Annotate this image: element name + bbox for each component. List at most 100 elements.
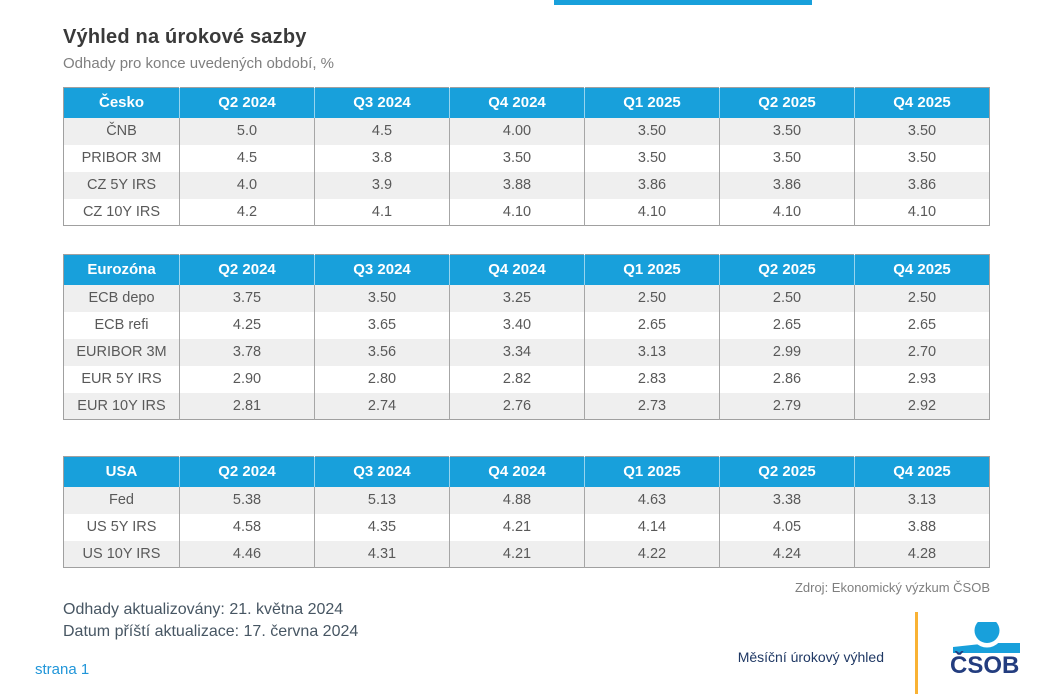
row-label: CZ 10Y IRS (82, 203, 161, 220)
rate-value: 3.86 (584, 171, 720, 199)
rate-value: 3.9 (314, 171, 450, 199)
rate-value: 3.50 (719, 117, 855, 145)
update-info: Odhady aktualizovány: 21. května 2024 Da… (63, 599, 358, 643)
rate-value: 2.70 (854, 338, 990, 366)
rate-value: 2.86 (719, 365, 855, 393)
rate-value: 2.76 (449, 392, 585, 420)
column-header: Q4 2025 (854, 456, 990, 487)
rate-value: 2.93 (854, 365, 990, 393)
rate-value: 2.81 (179, 392, 315, 420)
column-header: Q4 2024 (449, 87, 585, 118)
rate-value: 3.40 (449, 311, 585, 339)
column-header: Q4 2024 (449, 254, 585, 285)
row-label: EUR 5Y IRS (81, 371, 162, 387)
row-label: US 5Y IRS (86, 519, 157, 535)
column-header: Q4 2025 (854, 87, 990, 118)
page-title: Výhled na úrokové sazby (63, 26, 307, 48)
rate-value: 3.38 (719, 486, 855, 514)
rate-value: 5.0 (179, 117, 315, 145)
rate-value: 3.88 (854, 513, 990, 541)
rate-value: 3.13 (854, 486, 990, 514)
rate-value: 4.10 (584, 198, 720, 226)
row-label: US 10Y IRS (82, 545, 161, 562)
rate-value: 4.31 (314, 540, 450, 568)
page-number: strana 1 (35, 661, 90, 678)
column-header: Q3 2024 (314, 456, 450, 487)
updated-line: Odhady aktualizovány: 21. května 2024 (63, 601, 344, 618)
table-row: EURIBOR 3M 3.78 3.56 3.34 3.13 2.99 2.70 (63, 338, 990, 366)
rate-value: 3.50 (719, 144, 855, 172)
main-content: Výhled na úrokové sazby Odhady pro konce… (63, 0, 990, 595)
rates-table-usa: USA Q2 2024 Q3 2024 Q4 2024 Q1 2025 Q2 2025 Q4… (63, 456, 990, 568)
page-subtitle: Odhady pro konce uvedených období, % (63, 55, 335, 72)
rate-value: 3.50 (314, 284, 450, 312)
rate-value: 4.10 (719, 198, 855, 226)
column-header: Q2 2025 (719, 456, 855, 487)
column-header: Q4 2025 (854, 254, 990, 285)
rates-table-cesko: Česko Q2 2024 Q3 2024 Q4 2024 Q1 2025 Q2 2025… (63, 87, 990, 226)
column-header: Q2 2024 (179, 87, 315, 118)
rate-value: 4.0 (179, 171, 315, 199)
column-header: Q2 2025 (719, 87, 855, 118)
rate-value: 2.80 (314, 365, 450, 393)
column-header: Q3 2024 (314, 87, 450, 118)
rate-value: 4.22 (584, 540, 720, 568)
row-label: Fed (109, 492, 134, 508)
column-header: Q4 2024 (449, 456, 585, 487)
row-label: ČNB (106, 123, 137, 139)
table-cesko: Česko Q2 2024 Q3 2024 Q4 2024 Q1 2025 Q2 2025… (63, 87, 990, 226)
next-update-line: Datum příští aktualizace: 17. června 202… (63, 623, 359, 640)
rate-value: 4.21 (449, 513, 585, 541)
rate-value: 3.34 (449, 338, 585, 366)
row-label: ECB depo (88, 290, 155, 306)
rate-value: 2.73 (584, 392, 720, 420)
table-row: ECB depo 3.75 3.50 3.25 2.50 2.50 2.50 (63, 284, 990, 312)
rate-value: 4.63 (584, 486, 720, 514)
rate-value: 3.50 (854, 144, 990, 172)
rate-value: 3.88 (449, 171, 585, 199)
rate-value: 3.8 (314, 144, 450, 172)
table-row: EUR 10Y IRS 2.81 2.74 2.76 2.73 2.79 2.92 (63, 392, 990, 420)
rate-value: 4.46 (179, 540, 315, 568)
row-label: EUR 10Y IRS (77, 397, 166, 414)
rate-value: 3.75 (179, 284, 315, 312)
rate-value: 2.82 (449, 365, 585, 393)
rate-value: 3.25 (449, 284, 585, 312)
rate-value: 5.38 (179, 486, 315, 514)
csob-logo-text: ČSOB (950, 652, 1020, 679)
rate-value: 2.50 (854, 284, 990, 312)
rate-value: 4.88 (449, 486, 585, 514)
rate-value: 2.50 (719, 284, 855, 312)
rate-value: 2.50 (584, 284, 720, 312)
rate-value: 2.65 (719, 311, 855, 339)
rate-value: 5.13 (314, 486, 450, 514)
footer-divider (915, 612, 918, 694)
csob-logo-mark (953, 622, 1020, 653)
column-header: Q2 2025 (719, 254, 855, 285)
table-row: ČNB 5.0 4.5 4.00 3.50 3.50 3.50 (63, 117, 990, 145)
rate-value: 4.21 (449, 540, 585, 568)
row-label: ECB refi (94, 317, 149, 333)
rate-value: 3.50 (584, 117, 720, 145)
row-label: CZ 5Y IRS (86, 177, 157, 193)
rate-value: 3.50 (854, 117, 990, 145)
region-header: Eurozóna (63, 254, 180, 285)
rate-value: 2.90 (179, 365, 315, 393)
rate-value: 4.5 (179, 144, 315, 172)
header-row: USA Q2 2024 Q3 2024 Q4 2024 Q1 2025 Q2 2025 Q4… (63, 456, 990, 487)
column-header: Q1 2025 (584, 254, 720, 285)
rates-table-eurozona: Eurozóna Q2 2024 Q3 2024 Q4 2024 Q1 2025 Q2 2… (63, 254, 990, 420)
rate-value: 2.83 (584, 365, 720, 393)
rate-value: 2.65 (584, 311, 720, 339)
rate-value: 2.79 (719, 392, 855, 420)
row-label: EURIBOR 3M (76, 344, 167, 360)
column-header: Q2 2024 (179, 456, 315, 487)
rate-value: 4.10 (854, 198, 990, 226)
document-name: Měsíční úrokový výhled (737, 649, 884, 665)
column-header: Q1 2025 (584, 456, 720, 487)
column-header: Q3 2024 (314, 254, 450, 285)
rate-value: 4.35 (314, 513, 450, 541)
rate-value: 4.25 (179, 311, 315, 339)
header-row: Eurozóna Q2 2024 Q3 2024 Q4 2024 Q1 2025 Q2 2… (63, 254, 990, 285)
rate-value: 3.86 (719, 171, 855, 199)
